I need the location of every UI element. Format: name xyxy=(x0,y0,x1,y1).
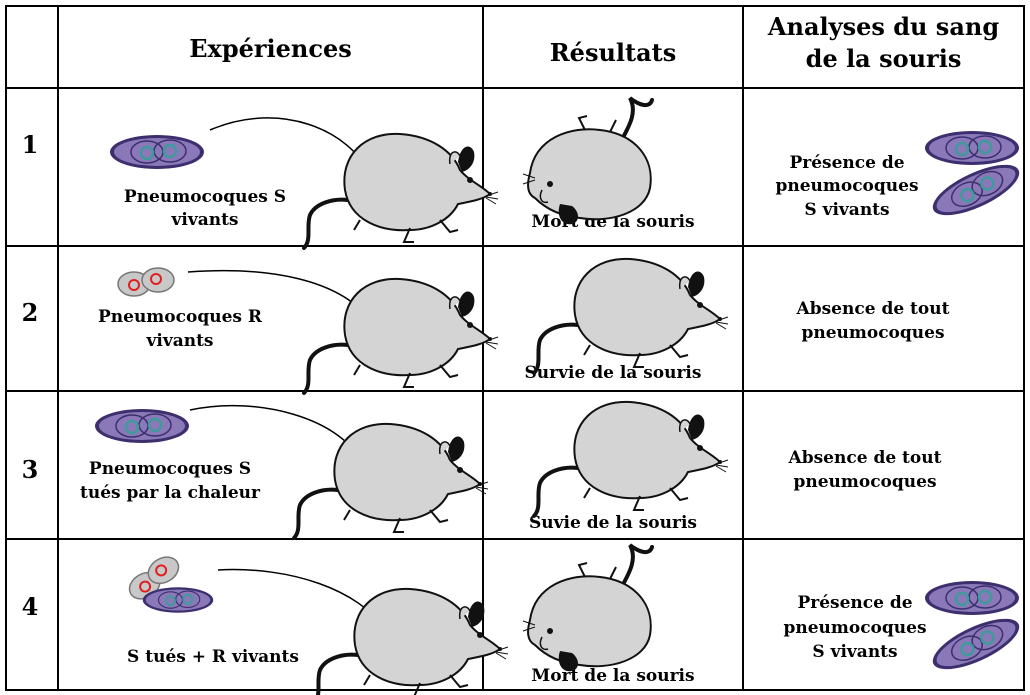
row4-analysis-line3: S vivants xyxy=(812,642,898,662)
row1-analysis-line3: S vivants xyxy=(804,200,890,220)
row3-experience-line1: Pneumocoques S xyxy=(88,459,252,479)
row3-analysis-line1: Absence de tout xyxy=(788,448,942,468)
row4-analysis-line1: Présence de xyxy=(797,593,913,613)
header-analyses-line2: de la souris xyxy=(805,44,962,73)
row1-analysis-line2: pneumocoques xyxy=(775,176,919,196)
row4-analysis-line2: pneumocoques xyxy=(783,618,927,638)
header-experiences: Expériences xyxy=(189,34,352,63)
header-analyses-line1: Analyses du sang xyxy=(767,12,1000,41)
row-number-1: 1 xyxy=(21,130,39,159)
s-pneumococcus-icon xyxy=(923,129,1021,167)
mouse-icon xyxy=(312,586,510,695)
row1-experience-line2: vivants xyxy=(171,210,239,230)
mouse-icon xyxy=(532,256,730,375)
row4-experience-line1: S tués + R vivants xyxy=(127,647,299,667)
mouse-icon xyxy=(302,276,500,395)
row-number-2: 2 xyxy=(21,298,39,327)
s-pneumococcus-icon xyxy=(108,133,206,171)
row3-result: Suvie de la souris xyxy=(529,513,697,533)
row4-result: Mort de la souris xyxy=(531,666,695,686)
row3-analysis-line2: pneumocoques xyxy=(793,472,937,492)
s-pneumococcus-icon xyxy=(924,153,1028,227)
mouse-icon xyxy=(292,421,490,540)
row-number-4: 4 xyxy=(21,592,39,621)
row2-result: Survie de la souris xyxy=(524,363,702,383)
row2-analysis-line2: pneumocoques xyxy=(801,323,945,343)
header-resultats: Résultats xyxy=(549,38,677,67)
s-pneumococcus-icon xyxy=(923,579,1021,617)
mouse-icon xyxy=(532,399,730,518)
s-pneumococcus-icon xyxy=(93,407,191,445)
s-pneumococcus-icon xyxy=(141,586,215,614)
row2-analysis-line1: Absence de tout xyxy=(796,299,950,319)
row1-analysis-line1: Présence de xyxy=(789,153,905,173)
mouse-icon xyxy=(302,131,500,250)
row3-experience-line2: tués par la chaleur xyxy=(79,483,260,503)
row1-experience-line1: Pneumocoques S xyxy=(123,187,287,207)
s-pneumococcus-icon xyxy=(924,607,1028,681)
row-number-3: 3 xyxy=(21,455,39,484)
r-pneumococcus-icon xyxy=(117,267,175,297)
row2-experience-line1: Pneumocoques R xyxy=(97,307,262,327)
row2-experience-line2: vivants xyxy=(146,331,214,351)
dead-mouse-icon xyxy=(521,96,654,227)
dead-mouse-icon xyxy=(521,543,654,674)
